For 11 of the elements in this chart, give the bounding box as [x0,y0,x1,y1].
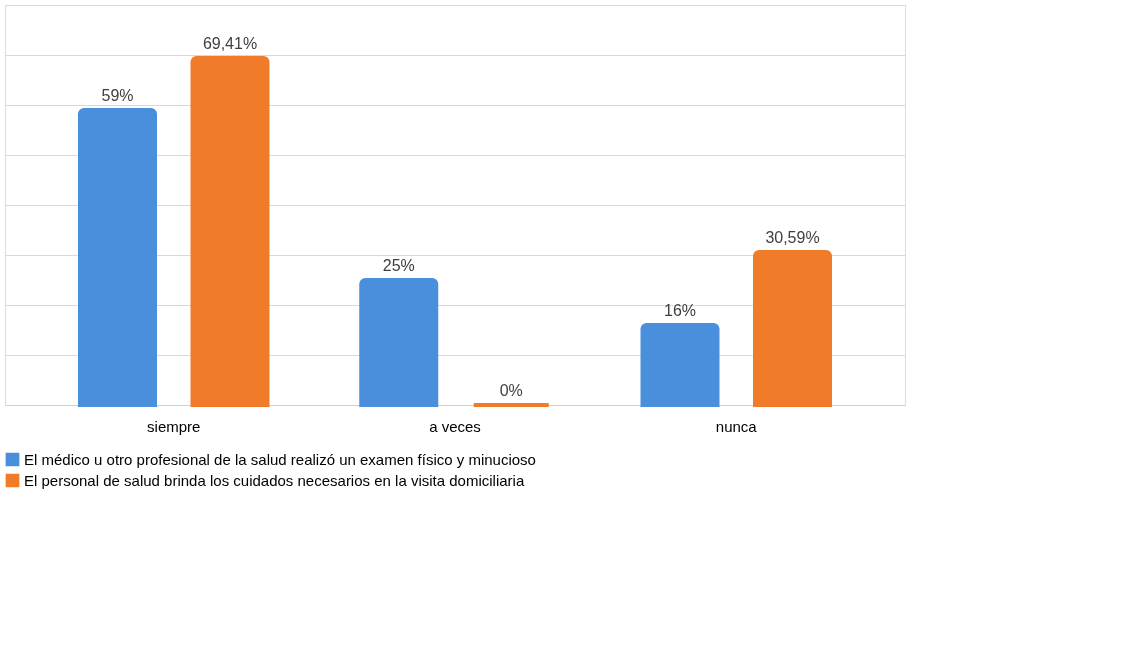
data-label: 25% [382,257,415,274]
x-tick-label: siempre [147,417,201,435]
x-tick-label: nunca [715,417,758,435]
x-tick-label: a veces [429,417,481,435]
data-label: 59% [101,87,134,104]
data-label: 0% [499,382,523,399]
legend-label: El médico u otro profesional de la salud realizó un examen físico y minucioso [24,450,536,468]
data-label: 16% [663,302,697,319]
data-label: 30,59% [765,229,820,247]
legend-label: El personal de salud brinda los cuidados necesarios en la visita domiciliaria [24,471,525,489]
data-label: 69,41% [202,34,258,52]
